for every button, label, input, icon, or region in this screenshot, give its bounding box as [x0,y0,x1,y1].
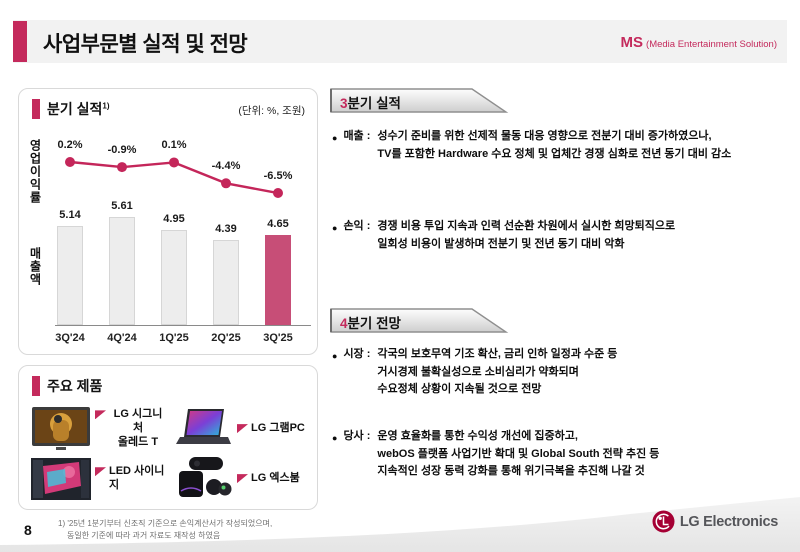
products-grid: LG 시그니처 올레드 T LG 그램PC [31,404,309,504]
line-value-label: 0.1% [161,139,187,152]
bullet-market: ● 시장 : 각국의 보호무역 기조 확산, 금리 인하 일정과 수준 등 거시… [330,346,617,399]
banner-shape [330,88,509,113]
division-abbr: MS [620,34,644,51]
quarterly-results-panel: 분기 실적1) (단위: %, 조원) 영업이익률 매출액 5.14 3Q'24 5… [18,88,318,355]
line-point [273,188,283,199]
line-point [169,157,179,168]
footnote-marker: 1) [102,101,110,111]
quarterly-chart: 영업이익률 매출액 5.14 3Q'24 5.61 4Q'24 4.95 1Q'25 4.3… [19,89,319,356]
bullet-label: 손익 : [343,220,371,232]
product-label: LG 시그니처 올레드 T [95,408,167,449]
bullet-text: 경쟁 비용 투입 지속과 인력 선순환 차원에서 실시한 희망퇴직으로 일회성 … [377,220,676,250]
line-value-label: -0.9% [107,144,137,157]
bullet-label: 당사 : [343,430,371,442]
products-panel-title: 주요 제품 [47,378,103,394]
banner-shape [330,308,509,333]
category-label: 1Q'25 [159,332,189,344]
q4-outlook-banner: 4분기 전망 [330,308,510,334]
flag-icon [237,424,248,434]
product-label: LG 그램PC [237,422,305,436]
bullet-text: 각국의 보호무역 기조 확산, 금리 인하 일정과 수준 등 거시경제 불확실성… [377,348,618,396]
section-accent-bar [32,376,40,396]
flag-icon [237,474,248,484]
category-label: 3Q'24 [55,332,85,344]
title-accent-bar [13,21,27,62]
y-axis-label-operating-margin: 영업이익률 [28,139,42,204]
header-band: 사업부문별 실적 및 전망 MS (Media Entertainment Sol… [13,20,787,63]
product-gram-pc: LG 그램PC [173,404,309,454]
lg-symbol-icon [652,510,675,533]
bullet-text: 성수기 준비를 위한 선제적 물동 대응 영향으로 전분기 대비 증가하였으나,… [377,130,732,160]
bullet-text: 운영 효율화를 통한 수익성 개선에 집중하고, webOS 플랫폼 사업기반 … [377,430,660,478]
led-signage-image [31,458,91,500]
bullet-profit: ● 손익 : 경쟁 비용 투입 지속과 인력 선순환 차원에서 실시한 희망퇴직… [330,218,675,253]
product-label: LG 엑스붐 [237,472,300,486]
quarterly-panel-header: 분기 실적1) [32,99,110,119]
product-name: LED 사이니지 [109,465,165,491]
x-axis-line [55,325,311,326]
xboom-speakers-image [179,457,232,497]
revenue-bar [109,217,135,325]
bar-value-label: 4.95 [163,213,185,225]
bullet-label: 매출 : [343,130,371,142]
unit-label: (단위: %, 조원) [238,105,305,117]
product-xboom: LG 엑스붐 [173,454,309,504]
y-axis-label-revenue: 매출액 [28,247,42,286]
page-title: 사업부문별 실적 및 전망 [43,33,248,56]
revenue-bar [161,230,187,325]
product-label: LED 사이니지 [95,465,167,493]
logo-text: LG Electronics [679,513,778,530]
flag-icon [95,467,106,477]
line-value-label: 0.2% [57,139,83,151]
operating-margin-line [65,157,283,199]
bar-value-label: 4.65 [267,218,289,230]
commentary-column: 3분기 실적 ● 매출 : 성수기 준비를 위한 선제적 물동 대응 영향으로 … [330,85,792,515]
revenue-bar [213,240,239,325]
line-point [65,157,75,167]
category-label: 2Q'25 [211,332,241,344]
bullet-icon: ● [332,433,338,443]
division-label: MS (Media Entertainment Solution) [621,34,777,52]
category-label: 4Q'24 [107,332,137,344]
q3-results-banner: 3분기 실적 [330,88,510,114]
line-point [221,178,231,189]
products-panel-header: 주요 제품 [32,376,102,396]
bullet-icon: ● [332,351,338,361]
key-products-panel: 주요 제품 LG 시그니처 올레드 T [18,365,318,510]
quarterly-panel-title: 분기 실적1) [47,101,110,117]
oled-t-tv-image [32,407,90,450]
gram-pc-laptop-image [176,409,231,444]
section-accent-bar [32,99,40,119]
bullet-icon: ● [332,223,338,233]
product-name: LG 시그니처 올레드 T [113,408,163,448]
division-full: (Media Entertainment Solution) [646,39,777,50]
banner-title: 4분기 전망 [340,316,401,331]
revenue-bar [265,235,291,325]
bullet-icon: ● [332,133,338,143]
product-name: LG 그램PC [251,422,305,435]
line-point [117,162,127,173]
revenue-bar [57,226,83,325]
bar-value-label: 5.14 [59,209,81,221]
line-value-label: -4.4% [211,160,241,173]
footer-swoosh-decoration [0,497,800,552]
bar-value-label: 4.39 [215,223,237,235]
bullet-revenue: ● 매출 : 성수기 준비를 위한 선제적 물동 대응 영향으로 전분기 대비 … [330,128,731,163]
footnote: 1) '25년 1분기부터 신조직 기준으로 손익계산서가 작성되었으며, 동일… [58,519,273,540]
bar-value-label: 5.61 [111,200,133,212]
product-name: LG 엑스붐 [251,472,300,485]
category-label: 3Q'25 [263,332,293,344]
banner-title: 3분기 실적 [340,96,401,111]
flag-icon [95,410,106,420]
line-value-label: -6.5% [263,170,293,183]
product-led-signage: LED 사이니지 [31,454,167,504]
product-oled-t: LG 시그니처 올레드 T [31,404,167,454]
lg-electronics-logo: LG Electronics [652,510,778,533]
bullet-company: ● 당사 : 운영 효율화를 통한 수익성 개선에 집중하고, webOS 플랫… [330,428,659,481]
page-number: 8 [24,522,32,538]
bullet-label: 시장 : [343,348,371,360]
